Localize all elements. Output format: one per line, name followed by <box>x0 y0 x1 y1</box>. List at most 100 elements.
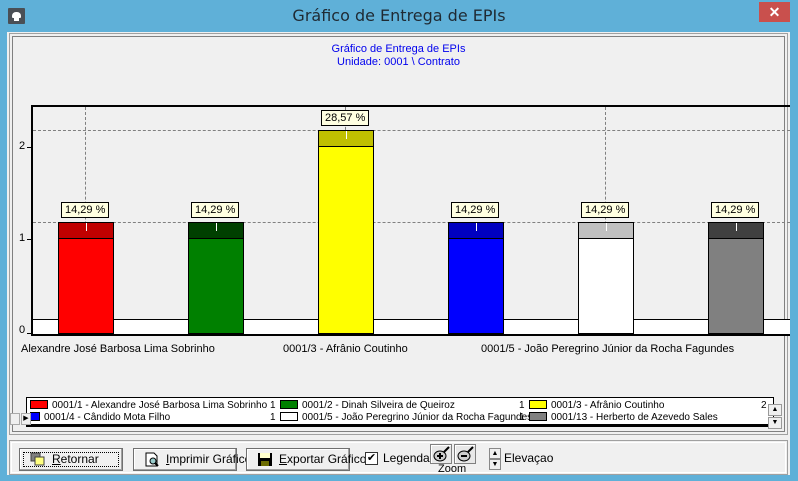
y-axis <box>31 107 33 336</box>
imprimir-label: mprimir Gráfico <box>169 452 252 466</box>
legend-count: 1 <box>270 400 276 411</box>
bar-value-label: 14,29 % <box>191 202 240 218</box>
x-axis <box>31 334 790 336</box>
elevation-down-button[interactable]: ▼ <box>489 459 501 470</box>
bar-value-label: 14,29 % <box>451 202 500 218</box>
legend-label: 0001/13 - Herberto de Azevedo Sales <box>551 412 718 423</box>
exportar-label: xportar Gráfico <box>287 452 367 466</box>
legend-label: 0001/2 - Dinah Silveira de Queiroz <box>302 400 455 411</box>
legend-scroll-down-button[interactable]: ▼ <box>768 417 782 429</box>
x-axis-label: 0001/3 - Afrânio Coutinho <box>283 343 408 355</box>
print-preview-icon <box>145 452 159 467</box>
y-tick <box>27 147 31 148</box>
bar-value-label: 14,29 % <box>61 202 110 218</box>
floppy-disk-icon <box>258 453 272 466</box>
legend-scroll-left-button[interactable] <box>10 413 20 425</box>
bar-top <box>58 222 114 239</box>
close-button[interactable]: ✕ <box>759 2 790 22</box>
legend-label: 0001/5 - João Peregrino Júnior da Rocha … <box>302 412 533 423</box>
y-tick-label: 1 <box>19 232 26 244</box>
bar-4[interactable] <box>448 222 504 334</box>
y-tick-label: 2 <box>19 140 26 152</box>
legend-scroll-right-button[interactable]: ▶ <box>21 413 31 425</box>
bar-marker <box>346 131 347 139</box>
exportar-label-accel: E <box>279 452 288 466</box>
bar-marker <box>606 223 607 231</box>
bar-5[interactable] <box>578 222 634 334</box>
bar-marker <box>86 223 87 231</box>
legend-swatch <box>280 412 298 421</box>
windows-icon <box>30 452 45 466</box>
bar-marker <box>216 223 217 231</box>
imprimir-grafico-button[interactable]: Imprimir Gráfico <box>133 448 251 471</box>
legenda-checkbox[interactable]: ✔ <box>365 452 378 465</box>
legend-count: 1 <box>270 412 276 423</box>
legend-label: 0001/1 - Alexandre José Barbosa Lima Sob… <box>52 400 268 411</box>
x-axis-label: Alexandre José Barbosa Lima Sobrinho <box>21 343 215 355</box>
bar-1[interactable] <box>58 222 114 334</box>
legend-swatch <box>280 400 298 409</box>
elevation-up-button[interactable]: ▲ <box>489 448 501 459</box>
title-bar[interactable]: Gráfico de Entrega de EPIs ✕ <box>0 0 798 32</box>
app-helmet-icon[interactable] <box>8 8 25 24</box>
x-axis-label: 0001/5 - João Peregrino Júnior da Rocha … <box>481 343 735 355</box>
legend-count: 1 <box>519 412 525 423</box>
gridline-v <box>605 107 606 334</box>
retornar-label: etornar <box>60 452 99 466</box>
window-title: Gráfico de Entrega de EPIs <box>292 6 506 25</box>
legend-scroll-up-button[interactable]: ▲ <box>768 404 782 416</box>
bar-top <box>318 130 374 147</box>
legend-item[interactable]: 0001/3 - Afrânio Coutinho <box>529 399 664 412</box>
gridline-v <box>85 107 86 334</box>
zoom-out-button[interactable] <box>454 444 476 464</box>
bar-6[interactable] <box>708 222 764 334</box>
chart-area[interactable]: Gráfico de Entrega de EPIs Unidade: 0001… <box>12 36 790 432</box>
chart-floor <box>33 319 790 334</box>
legend-item[interactable]: 0001/1 - Alexandre José Barbosa Lima Sob… <box>30 399 267 412</box>
gridline-h <box>33 130 790 131</box>
legend-item[interactable]: 0001/4 - Cândido Mota Filho <box>30 411 170 424</box>
legend-count: 1 <box>519 400 525 411</box>
retornar-label-accel: R <box>52 452 61 466</box>
legend-swatch <box>529 400 547 409</box>
bar-marker <box>736 223 737 231</box>
bar-value-label: 14,29 % <box>711 202 760 218</box>
legend-item[interactable]: 0001/2 - Dinah Silveira de Queiroz <box>280 399 455 412</box>
bar-top <box>448 222 504 239</box>
y-tick <box>27 239 31 240</box>
bar-top <box>578 222 634 239</box>
legend-swatch <box>30 412 40 421</box>
legend-item[interactable]: 0001/5 - João Peregrino Júnior da Rocha … <box>280 411 532 424</box>
toolbar: Retornar Imprimir Gráfico Exportar Gráfi… <box>9 440 788 475</box>
legend-count: 2 <box>761 400 767 411</box>
legend-swatch <box>30 400 48 409</box>
elevacao-label: Elevaçao <box>504 451 554 465</box>
zoom-label: Zoom <box>438 463 467 475</box>
exportar-grafico-button[interactable]: Exportar Gráfico <box>246 448 366 471</box>
imprimir-label-accel: I <box>166 452 170 466</box>
retornar-button[interactable]: Retornar <box>19 448 123 471</box>
y-tick-label: 0 <box>19 324 26 336</box>
bar-marker <box>476 223 477 231</box>
y-tick <box>27 333 31 334</box>
chart-legend[interactable]: 0001/1 - Alexandre José Barbosa Lima Sob… <box>26 397 774 427</box>
chart-panel: Gráfico de Entrega de EPIs Unidade: 0001… <box>9 33 790 435</box>
gridline-h <box>33 222 790 223</box>
zoom-in-icon <box>433 446 450 462</box>
bar-top <box>708 222 764 239</box>
legend-label: 0001/4 - Cândido Mota Filho <box>44 412 171 423</box>
legenda-label[interactable]: Legenda <box>383 451 430 465</box>
bar-value-label: 14,29 % <box>581 202 630 218</box>
plot-area: 0 1 2 14,29 % 14,29 % <box>19 105 790 355</box>
legend-row: 0001/4 - Cândido Mota Filho 1 0001/5 - J… <box>27 411 773 424</box>
toolbar-inner <box>11 442 786 473</box>
zoom-out-icon <box>457 446 474 462</box>
zoom-in-button[interactable] <box>430 444 452 464</box>
legend-label: 0001/3 - Afrânio Coutinho <box>551 400 665 411</box>
bar-3[interactable] <box>318 130 374 334</box>
bar-2[interactable] <box>188 222 244 334</box>
bar-top <box>188 222 244 239</box>
chart-subtitle: Unidade: 0001 \ Contrato <box>337 56 460 68</box>
legend-item[interactable]: 0001/13 - Herberto de Azevedo Sales <box>529 411 718 424</box>
